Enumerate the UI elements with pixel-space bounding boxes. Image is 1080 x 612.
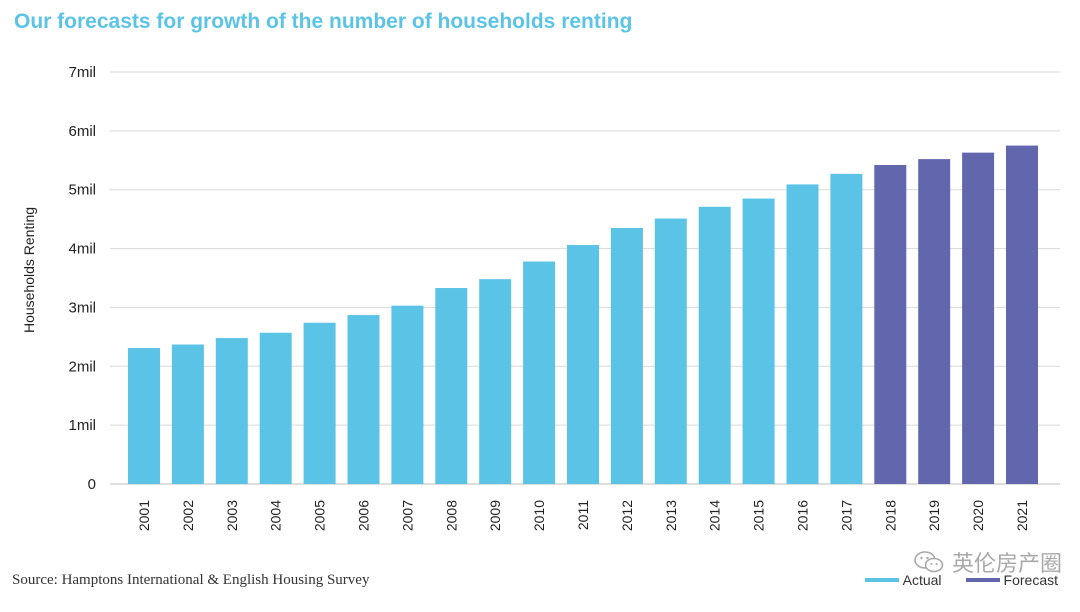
x-tick-label: 2004 [268,500,284,531]
y-tick-label: 1mil [68,417,96,434]
x-tick-label: 2005 [312,500,328,531]
chart-title: Our forecasts for growth of the number o… [14,10,633,33]
bar-forecast-2018 [874,164,907,484]
x-tick-labels: 2001 2002 2003 2004 2005 2006 2007 2008 2009 2010… [136,500,1030,531]
legend: Actual Forecast [864,572,1058,588]
legend-item-forecast: Forecast [965,572,1058,588]
y-tick-labels: 0 1mil 2mil 3mil 4mil 5mil 6mil 7mil [68,64,96,493]
bars [128,145,1038,485]
bar-actual-2011 [567,245,599,484]
bar-actual-2009 [479,279,512,484]
y-tick-label: 7mil [68,64,96,81]
wechat-icon [914,551,944,573]
bar-actual-2006 [347,315,380,484]
x-tick-label: 2020 [970,500,986,531]
x-tick-label: 2009 [487,500,503,531]
bar-actual-2008 [435,288,468,484]
x-tick-label: 2019 [926,500,942,531]
bar-actual-2012 [610,227,643,484]
x-tick-label: 2002 [180,500,196,531]
x-tick-label: 2013 [663,500,679,531]
bar-actual-2014 [698,206,731,485]
bar-actual-2013 [654,218,687,484]
legend-swatch-forecast [965,578,1000,582]
x-tick-label: 2015 [751,500,767,531]
x-tick-label: 2008 [443,500,459,531]
bar-actual-2010 [523,261,556,484]
x-tick-label: 2012 [619,500,635,531]
x-tick-label: 2003 [224,500,240,531]
bar-forecast-2021 [1006,145,1038,485]
source-note: Source: Hamptons International & English… [12,572,370,588]
legend-swatch-actual [864,578,899,582]
bar-actual-2002 [171,344,204,484]
bar-forecast-2019 [918,159,951,484]
bar-actual-2017 [830,173,863,484]
y-tick-label: 4mil [68,241,96,258]
watermark-text: 英伦房产圈 [951,552,1062,577]
x-tick-label: 2014 [707,500,723,531]
x-tick-label: 2011 [575,500,591,530]
bar-forecast-2020 [962,152,995,485]
legend-item-actual: Actual [864,572,942,588]
x-tick-label: 2007 [399,500,415,531]
x-tick-label: 2018 [882,500,898,531]
y-tick-label: 2mil [68,358,96,375]
bar-actual-2001 [128,348,160,484]
y-tick-label: 3mil [68,299,96,316]
bar-actual-2007 [391,305,424,484]
bar-actual-2003 [215,338,248,484]
y-tick-label: 6mil [68,123,96,140]
x-tick-label: 2021 [1014,500,1030,531]
watermark: 英伦房产圈 [914,546,1062,578]
legend-label-actual: Actual [902,572,942,588]
y-tick-label: 0 [88,476,96,493]
bar-actual-2016 [786,184,819,484]
bar-actual-2005 [303,322,336,484]
x-tick-label: 2016 [795,500,811,531]
bar-actual-2004 [259,332,292,484]
legend-label-forecast: Forecast [1003,572,1058,588]
x-tick-label: 2010 [531,500,547,531]
x-tick-label: 2017 [838,500,854,531]
bar-actual-2015 [742,198,775,485]
y-tick-label: 5mil [68,182,96,199]
x-tick-label: 2001 [136,500,152,531]
x-tick-label: 2006 [356,500,372,531]
y-axis-label: Households Renting [21,207,37,333]
